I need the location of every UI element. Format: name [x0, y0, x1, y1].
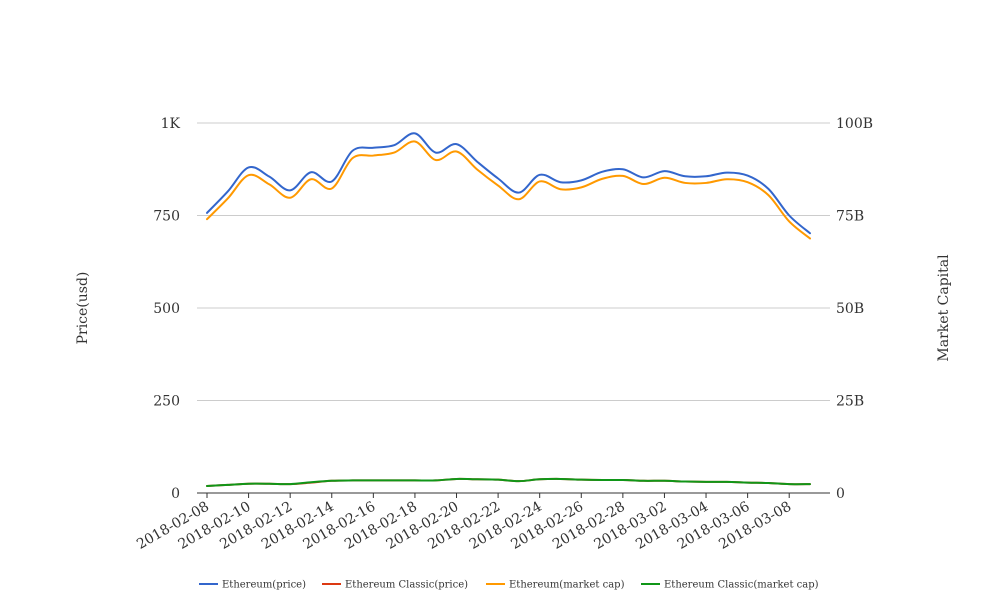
- y2-tick-label: 100B: [836, 116, 873, 132]
- legend-label: Ethereum Classic(market cap): [664, 580, 819, 591]
- y2-tick-label: 0: [836, 486, 845, 502]
- y2-tick-label: 25B: [836, 394, 864, 410]
- legend: Ethereum(price) Ethereum Classic(price) Et…: [199, 580, 819, 591]
- y-tick-label: 0: [171, 486, 180, 502]
- y-tick-label: 750: [153, 209, 180, 225]
- y-axis-title: Price(usd): [75, 272, 91, 345]
- legend-label: Ethereum(price): [222, 580, 306, 591]
- y-tick-label: 250: [153, 394, 180, 410]
- legend-label: Ethereum(market cap): [509, 580, 625, 591]
- series-line-3: [206, 477, 811, 487]
- series-lines: [206, 132, 811, 487]
- y-tick-label: 500: [153, 301, 180, 317]
- left-axis-ticks: 0 250 500 750 1K: [153, 116, 180, 502]
- y2-axis-title: Market Capital: [936, 254, 952, 362]
- series-line-0: [206, 132, 811, 235]
- y2-tick-label: 75B: [836, 209, 864, 225]
- grid-lines: [197, 122, 830, 401]
- y-tick-label: 1K: [161, 116, 181, 132]
- legend-label: Ethereum Classic(price): [345, 580, 468, 591]
- right-axis-ticks: 0 25B 50B 75B 100B: [836, 116, 873, 502]
- series-line-2: [206, 140, 811, 240]
- x-axis-ticks: 2018-02-082018-02-102018-02-122018-02-14…: [134, 493, 794, 553]
- y2-tick-label: 50B: [836, 301, 864, 317]
